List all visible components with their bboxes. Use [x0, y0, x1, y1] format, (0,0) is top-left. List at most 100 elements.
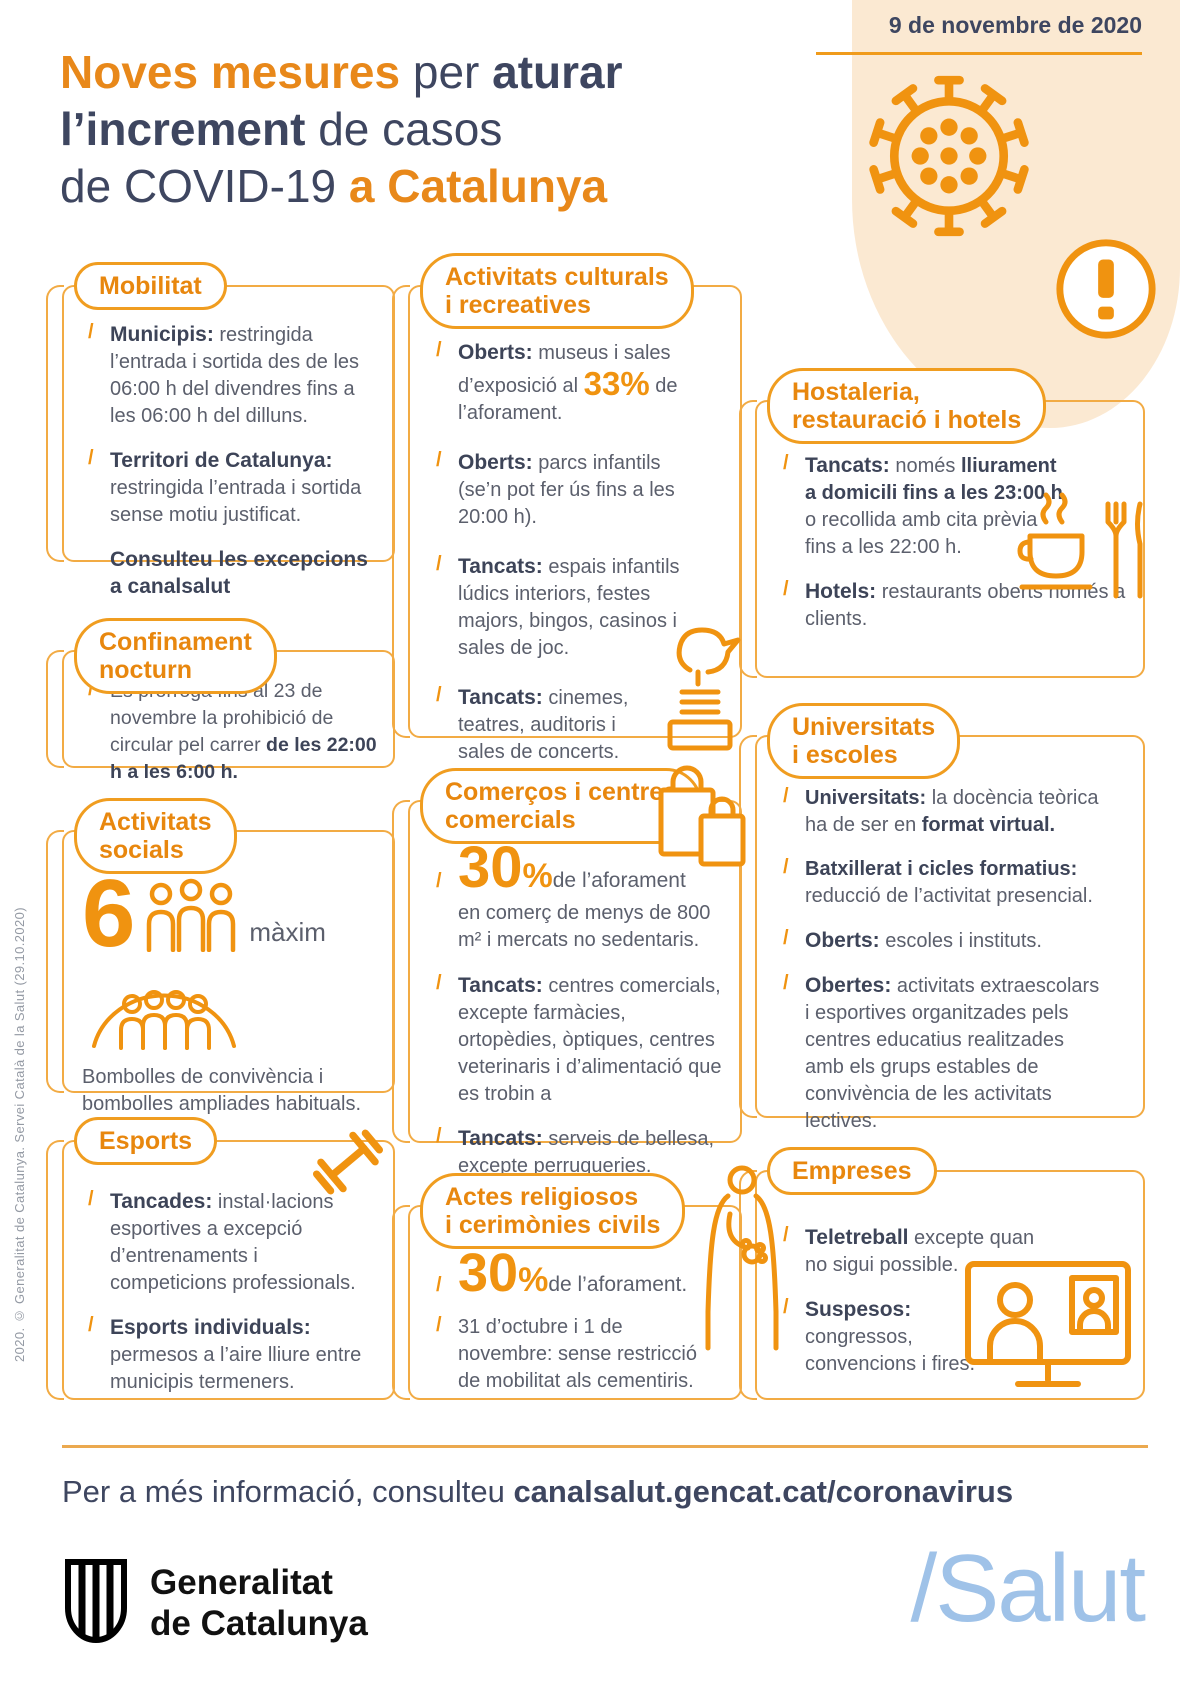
slash-bullet: /: [436, 684, 442, 706]
label-text: restauració i hotels: [792, 406, 1022, 434]
item-lead: Oberts:: [805, 929, 880, 952]
title-bold-2: l’increment: [60, 103, 306, 155]
section-label-confinament: Confinament nocturn: [74, 618, 277, 694]
list-item: / Tancats: cinemes, teatres, auditoris i…: [436, 684, 706, 766]
list-item: / Oberts: escoles i instituts.: [783, 927, 1123, 955]
item-text: permesos a l’aire lliure entre municipis…: [110, 1344, 362, 1393]
slash-bullet: /: [88, 321, 94, 343]
list-item: / Teletreball excepte quan no sigui poss…: [783, 1224, 1127, 1279]
item-lead: Suspesos:: [805, 1298, 912, 1321]
footer-divider: [62, 1445, 1148, 1448]
item-lead: Tancats:: [458, 974, 543, 997]
title-plain-3: de COVID-19: [60, 160, 349, 212]
section-activitats-socials: Activitats socials 6 màxim: [46, 798, 395, 1115]
exclamation-icon: [1052, 235, 1160, 343]
statue-icon: [652, 612, 748, 762]
item-text: restringida l’entrada i sortida des de l…: [110, 324, 360, 427]
item-lead: Hotels:: [805, 580, 877, 603]
item-text: instal·lacions esportives a excepció d’e…: [110, 1191, 356, 1294]
slash-bullet: /: [436, 1314, 442, 1336]
item-text: restringida l’entrada i sortida sense mo…: [110, 477, 362, 526]
list-item: / Tancats: serveis de bellesa, excepte p…: [436, 1125, 722, 1180]
title-plain-2: de casos: [305, 103, 503, 155]
section-universitats: Universitats i escoles / Universitats: la…: [739, 703, 1145, 1132]
slash-bullet: /: [436, 1125, 442, 1147]
list-item: / Es prorroga fins al 23 de novembre la …: [88, 678, 385, 786]
label-text: i cerimònies civils: [445, 1211, 661, 1239]
dumbbell-icon: [298, 1112, 398, 1212]
label-text: Confinament: [99, 628, 252, 656]
title-accent-1: Noves mesures: [60, 46, 401, 98]
mobilitat-note: Consulteu les excepcions a canalsalut: [110, 548, 368, 598]
section-actes-religiosos: Actes religiosos i cerimònies civils / 30…: [392, 1173, 742, 1400]
item-bold: format virtual.: [921, 814, 1056, 836]
slash-bullet: /: [436, 870, 442, 892]
list-item: / Oberts: museus i sales d’exposició al …: [436, 339, 706, 427]
item-lead: Oberts:: [458, 451, 533, 474]
item-lead: Tancades:: [110, 1190, 213, 1213]
item-text: congressos, convencions i fires.: [805, 1326, 976, 1375]
section-hostaleria: Hostaleria, restauració i hotels / Tancat…: [739, 368, 1145, 678]
slash-bullet: /: [783, 972, 789, 994]
capacity-30-percent-row: / 30 % de l’aforament.: [436, 1246, 716, 1300]
item-text: la docència teòrica ha de ser en: [805, 787, 1099, 836]
label-text: Mobilitat: [99, 272, 202, 300]
label-text: Universitats: [792, 713, 936, 741]
item-text: 31 d’octubre i 1 de novembre: sense rest…: [458, 1316, 697, 1392]
section-esports: Esports / Tancades: instal·lacions espor…: [46, 1117, 395, 1400]
item-text: només: [889, 455, 961, 477]
label-text: i escoles: [792, 741, 898, 769]
slash-bullet: /: [783, 785, 789, 807]
label-text: Activitats culturals: [445, 263, 669, 291]
bubble-group-icon: [88, 972, 381, 1050]
senyera-shield-icon: [60, 1556, 132, 1650]
item-bold: de les 22:00 h a les 6:00 h.: [110, 734, 377, 783]
item-lead: Oberts:: [458, 341, 533, 364]
item-text: reducció de l’activitat presencial.: [805, 885, 1093, 907]
label-text: Empreses: [792, 1157, 912, 1185]
list-item: / Tancats: només lliurament a domicili f…: [783, 452, 1127, 561]
section-label-mobilitat: Mobilitat: [74, 262, 227, 310]
item-lead: Municipis:: [110, 323, 214, 346]
title-accent-2: a Catalunya: [348, 160, 608, 212]
page-title: Noves mesures per aturar l’increment de …: [60, 44, 780, 215]
capacity-30-text: de l’aforament.: [548, 1273, 688, 1296]
slash-bullet: /: [436, 449, 442, 471]
capacity-30-sign: %: [522, 857, 553, 895]
label-text: Comerços i centres: [445, 778, 678, 806]
label-text: Activitats: [99, 808, 212, 836]
capacity-30-sign: %: [518, 1261, 549, 1299]
section-mobilitat: Mobilitat / Municipis: restringida l’ent…: [46, 262, 395, 598]
capacity-30-text: de l’aforament: [552, 869, 686, 892]
item-text: serveis de bellesa, excepte perruqueries…: [458, 1128, 715, 1177]
title-bold-1: aturar: [492, 46, 623, 98]
list-item: / Tancats: centres comercials, excepte f…: [436, 972, 722, 1108]
slash-bullet: /: [436, 972, 442, 994]
coffee-and-cutlery-icon: [1016, 492, 1146, 610]
list-item: / 31 d’octubre i 1 de novembre: sense re…: [436, 1314, 716, 1395]
item-text: espais infantils lúdics interiors, feste…: [458, 556, 680, 659]
item-bold: lliurament a domicili fins a les 23:00 h: [805, 455, 1063, 504]
more-info-url: canalsalut.gencat.cat/coronavirus: [513, 1474, 1014, 1509]
item-text: de l’aforament.: [458, 375, 678, 424]
list-item: / Esports individuals: permesos a l’aire…: [88, 1314, 381, 1396]
slash-bullet: /: [783, 1296, 789, 1318]
capacity-30-continuation: en comerç de menys de 800 m² i mercats n…: [458, 902, 711, 951]
item-lead: Teletreball: [805, 1226, 909, 1249]
bride-figure-icon: [700, 1162, 788, 1354]
section-label-actes: Actes religiosos i cerimònies civils: [420, 1173, 686, 1249]
list-item: / Batxillerat i cicles formatius: reducc…: [783, 856, 1123, 910]
slash-bullet: /: [88, 1314, 94, 1336]
slash-bullet: /: [88, 678, 110, 786]
item-lead: Universitats:: [805, 787, 927, 809]
section-activitats-culturals: Activitats culturals i recreatives / Ober…: [392, 253, 742, 763]
more-info-line: Per a més informació, consulteu canalsal…: [62, 1474, 1013, 1510]
label-text: Hostaleria,: [792, 378, 920, 406]
label-text: nocturn: [99, 656, 193, 684]
item-lead: Obertes:: [805, 974, 892, 997]
copyright-side-note: 2020. © Generalitat de Catalunya. Servei…: [12, 906, 27, 1362]
label-text: socials: [99, 836, 184, 864]
item-lead: Territori de Catalunya:: [110, 449, 333, 472]
slash-bullet: /: [436, 553, 442, 575]
